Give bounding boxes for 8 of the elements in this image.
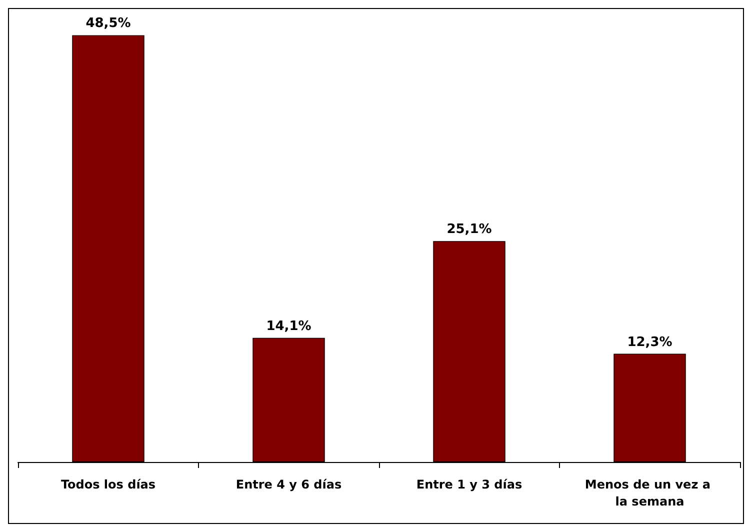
x-tick-label: Entre 1 y 3 días — [416, 478, 522, 492]
x-tick-label: Menos de un vez a la semana — [584, 478, 715, 508]
data-label: 14,1% — [266, 318, 312, 334]
data-label: 48,5% — [86, 16, 131, 32]
x-tick-label: Entre 4 y 6 días — [236, 478, 342, 492]
data-label: 12,3% — [627, 334, 672, 350]
x-tick-label: Todos los días — [60, 478, 156, 492]
data-label: 25,1% — [446, 222, 492, 238]
